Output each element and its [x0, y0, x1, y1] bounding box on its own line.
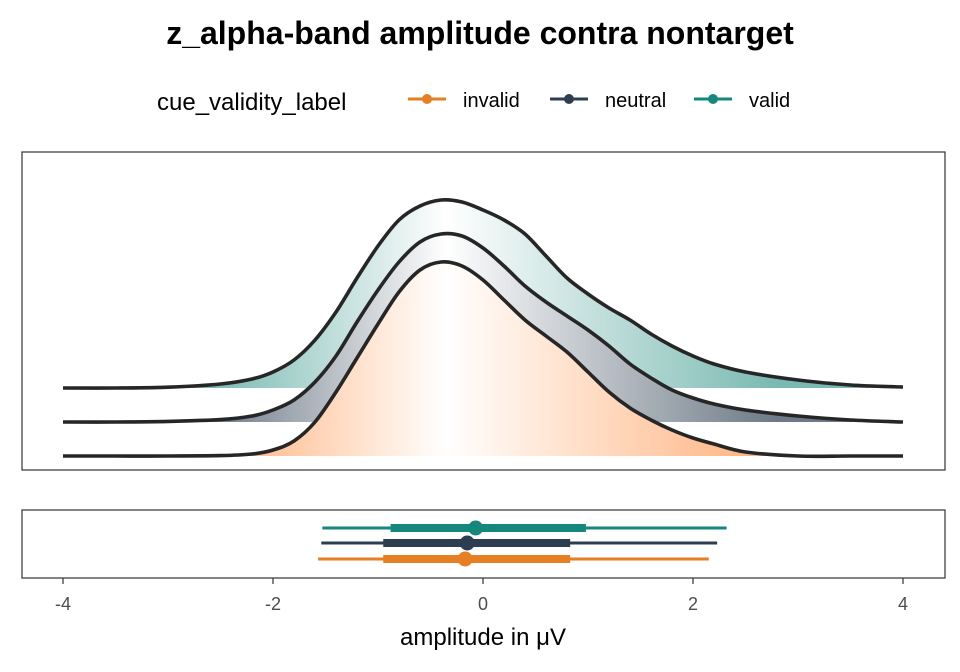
legend-key-dot-valid	[708, 94, 718, 104]
legend-title: cue_validity_label	[157, 89, 346, 116]
density-line-neutral	[62, 231, 904, 424]
legend-key-dot-neutral	[564, 94, 574, 104]
x-tick-label: 2	[688, 594, 698, 614]
interval-point-valid	[468, 520, 484, 536]
x-axis-title: amplitude in μV	[400, 624, 566, 651]
density-ridges	[62, 197, 904, 459]
x-tick-label: 4	[898, 594, 908, 614]
x-axis: -4 -2 0 2 4	[55, 578, 908, 614]
density-area-invalid	[63, 261, 903, 457]
density-line-invalid	[63, 260, 903, 459]
legend-key-dot-invalid	[422, 94, 432, 104]
interval-point-invalid	[457, 551, 473, 567]
x-tick-label: -2	[265, 594, 281, 614]
density-line-valid	[62, 197, 904, 390]
x-tick-label: -4	[55, 594, 71, 614]
chart-title: z_alpha-band amplitude contra nontarget	[166, 15, 794, 51]
interval-layer	[318, 520, 727, 567]
interval-point-neutral	[459, 535, 475, 551]
legend: cue_validity_label invalid neutral valid	[157, 89, 790, 116]
legend-label-invalid: invalid	[463, 90, 520, 112]
legend-label-valid: valid	[749, 90, 790, 112]
legend-label-neutral: neutral	[605, 90, 666, 112]
x-tick-label: 0	[478, 594, 488, 614]
